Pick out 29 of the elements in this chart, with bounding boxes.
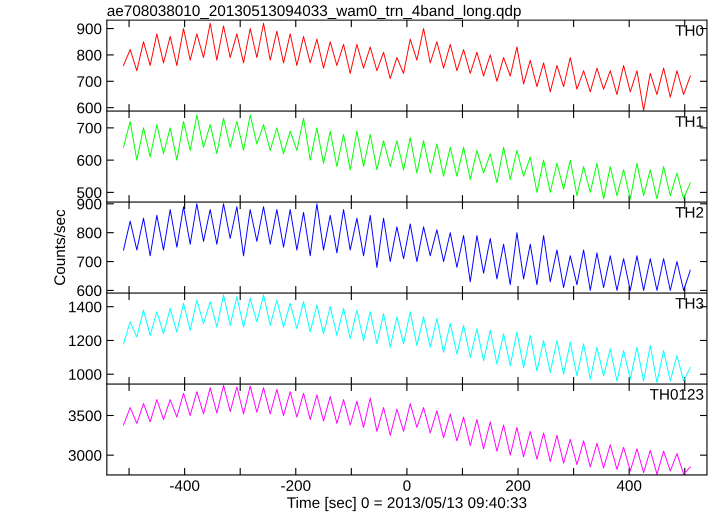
x-tick-label: 0 <box>403 480 411 492</box>
text: TH1 <box>675 116 704 127</box>
y-tick-label: 600 <box>77 285 102 296</box>
y-tick-label: 600 <box>77 154 102 166</box>
x-tick-label: -200 <box>281 480 310 492</box>
y-tick-label: 900 <box>77 23 102 34</box>
y-tick-label: 700 <box>77 122 102 134</box>
y-tick-label: 700 <box>77 256 102 268</box>
y-tick-label: 3000 <box>68 450 102 461</box>
y-tick-label: 800 <box>77 50 102 61</box>
y-tick-label: 900 <box>77 198 102 210</box>
y-tick-label: 700 <box>77 76 102 87</box>
y-tick-label: 1200 <box>69 335 102 346</box>
y-tick-label: 1400 <box>69 302 102 312</box>
chart-title: ae708038010_20130513094033_wam0_trn_4band_long.qdp <box>107 4 521 20</box>
y-tick-label: 3500 <box>68 410 102 422</box>
x-tick-label: -400 <box>170 480 200 492</box>
x-tick-label: 400 <box>616 480 642 492</box>
y-tick-label: 500 <box>77 187 102 198</box>
text: TH0123 <box>650 388 704 400</box>
y-tick-label: 800 <box>77 228 102 238</box>
y-tick-label: 1000 <box>69 369 102 380</box>
text: TH0 <box>675 25 704 36</box>
x-tick-label: 200 <box>506 480 530 492</box>
text: TH3 <box>675 298 704 309</box>
text: TH2 <box>675 207 704 218</box>
x-axis-title: Time [sec] 0 = 2013/05/13 09:40:33 <box>287 496 526 512</box>
y-tick-label: 600 <box>77 102 102 114</box>
y-axis-title: Counts/sec <box>54 210 66 285</box>
